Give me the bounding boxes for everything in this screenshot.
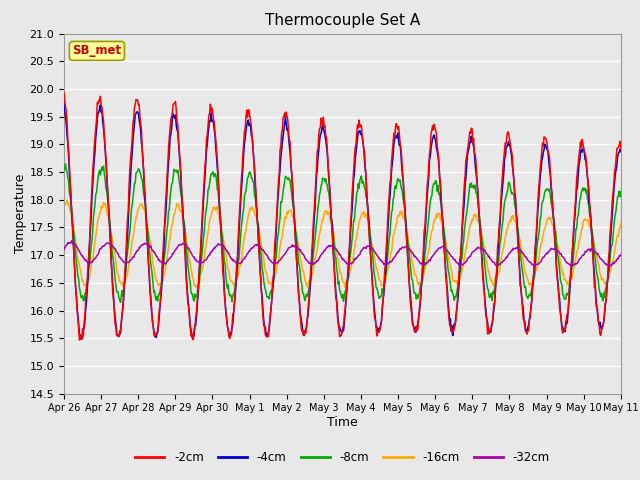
-4cm [269,281,277,287]
-4cm [60,100,68,106]
Y-axis label: Temperature: Temperature [13,174,27,253]
-32cm [456,262,464,267]
Line: -4cm: -4cm [64,103,640,339]
-32cm [60,247,68,252]
-8cm [424,223,432,229]
Line: -8cm: -8cm [64,164,640,302]
-2cm [292,238,300,243]
-8cm [60,168,68,173]
-8cm [292,232,300,238]
-16cm [269,281,277,287]
-2cm [456,253,464,259]
-2cm [76,337,83,343]
-32cm [68,238,76,244]
-16cm [131,223,138,229]
-8cm [458,257,465,263]
-4cm [292,237,300,243]
-32cm [423,260,431,266]
-8cm [241,193,248,199]
-4cm [240,151,248,157]
-16cm [292,228,300,234]
-32cm [131,252,138,258]
-8cm [116,300,124,305]
-16cm [424,251,432,256]
Line: -2cm: -2cm [64,93,640,340]
-8cm [131,180,139,186]
-4cm [423,193,431,199]
Text: SB_met: SB_met [72,44,122,58]
-4cm [77,336,85,342]
Legend: -2cm, -4cm, -8cm, -16cm, -32cm: -2cm, -4cm, -8cm, -16cm, -32cm [130,446,555,469]
Line: -16cm: -16cm [64,200,640,288]
-16cm [63,197,71,203]
Line: -32cm: -32cm [64,241,640,267]
-2cm [269,275,277,280]
-32cm [240,256,248,262]
-16cm [240,240,248,245]
X-axis label: Time: Time [327,416,358,429]
-32cm [530,264,538,270]
-32cm [292,243,300,249]
-4cm [456,256,464,262]
Title: Thermocouple Set A: Thermocouple Set A [265,13,420,28]
-4cm [131,120,138,126]
-16cm [458,272,465,277]
-2cm [131,104,138,110]
-2cm [423,182,431,188]
-16cm [341,285,349,291]
-8cm [270,273,278,279]
-8cm [61,161,69,167]
-2cm [60,90,68,96]
-32cm [269,260,277,266]
-2cm [240,142,248,147]
-16cm [60,204,68,209]
